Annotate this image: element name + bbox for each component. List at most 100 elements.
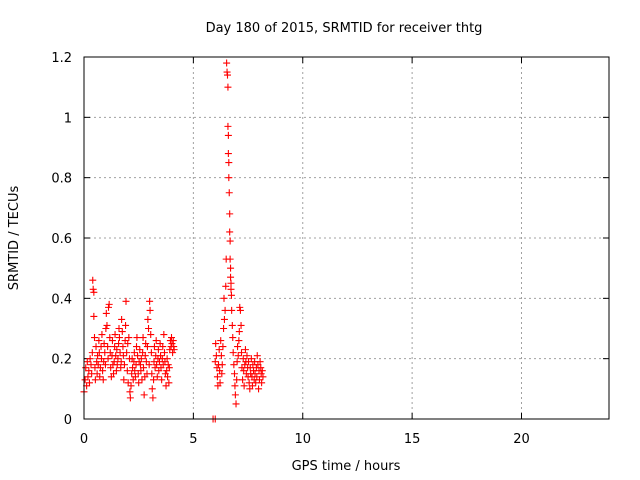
data-point (168, 334, 175, 342)
data-point (125, 334, 133, 342)
data-point (154, 346, 162, 354)
data-point (212, 340, 220, 348)
data-point (227, 285, 235, 293)
data-point (142, 340, 150, 348)
data-point (257, 370, 265, 378)
data-point (84, 373, 92, 381)
data-point (135, 379, 143, 387)
data-point (137, 355, 145, 363)
data-point (122, 297, 130, 305)
data-point (231, 391, 239, 399)
data-point (147, 349, 155, 357)
data-point (143, 343, 151, 351)
data-point (140, 364, 147, 372)
data-point (127, 382, 135, 390)
data-point (223, 59, 231, 67)
data-point (220, 325, 228, 332)
data-point (226, 210, 234, 218)
data-point (226, 237, 234, 245)
data-point (146, 297, 154, 305)
data-point (232, 400, 240, 408)
data-point (82, 364, 90, 372)
data-point (231, 382, 239, 390)
data-point (150, 343, 158, 351)
data-point (221, 306, 229, 314)
data-point (115, 325, 123, 332)
data-point (226, 255, 234, 263)
data-point (224, 150, 232, 158)
data-point (100, 340, 108, 348)
data-point (222, 282, 230, 290)
data-point (136, 361, 144, 369)
data-point (102, 325, 110, 332)
data-point (157, 352, 165, 360)
data-point (148, 370, 156, 378)
x-tick-label: 20 (513, 432, 530, 447)
data-point (113, 346, 121, 354)
data-point (115, 340, 123, 348)
data-point (91, 376, 99, 384)
tick-labels: 0 0.2 0.4 0.6 0.8 1 1.2 0 5 10 15 20 (51, 51, 529, 447)
data-point (151, 364, 159, 372)
data-point (240, 382, 248, 390)
data-point (220, 294, 228, 302)
data-point (95, 337, 103, 345)
data-point (170, 346, 178, 354)
data-point (217, 352, 225, 360)
data-point (139, 334, 147, 342)
data-point (144, 315, 152, 323)
data-point (160, 331, 168, 339)
data-point (161, 349, 168, 357)
data-point (258, 379, 266, 387)
data-point (227, 291, 235, 299)
data-points (80, 59, 267, 423)
data-point (231, 370, 238, 378)
data-point (243, 352, 251, 360)
data-point (220, 315, 228, 323)
data-point (122, 321, 130, 329)
data-point (100, 358, 108, 366)
data-point (257, 364, 265, 372)
y-tick-label: 0.6 (51, 232, 72, 247)
data-point (164, 361, 172, 369)
data-point (106, 349, 114, 357)
data-point (235, 337, 243, 345)
data-point (159, 343, 167, 351)
data-point (163, 355, 171, 363)
data-point (219, 343, 227, 351)
data-point (150, 376, 158, 384)
data-point (237, 321, 245, 329)
data-point (233, 358, 241, 366)
y-tick-label: 0.8 (51, 172, 72, 187)
data-point (165, 379, 173, 387)
data-point (229, 334, 237, 342)
data-point (217, 337, 225, 345)
y-tick-label: 0.2 (51, 353, 72, 368)
data-point (134, 352, 142, 360)
data-point (89, 285, 97, 293)
data-point (253, 352, 261, 360)
data-point (224, 83, 232, 91)
data-point (88, 349, 96, 357)
data-point (245, 379, 253, 387)
data-point (112, 367, 120, 375)
data-point (216, 379, 224, 387)
x-axis-label: GPS time / hours (292, 459, 401, 474)
data-point (228, 321, 236, 329)
data-point (153, 373, 161, 381)
data-point (224, 71, 231, 79)
y-tick-label: 1 (64, 111, 72, 126)
y-tick-label: 1.2 (51, 51, 72, 66)
data-point (85, 379, 93, 387)
data-point (147, 331, 155, 339)
data-point (248, 382, 256, 390)
data-point (119, 352, 127, 360)
data-point (225, 174, 233, 182)
data-point (105, 303, 112, 311)
data-point (123, 349, 131, 357)
plot-frame (83, 56, 610, 420)
y-tick-label: 0.4 (51, 292, 72, 307)
data-point (256, 358, 264, 366)
data-point (93, 358, 101, 366)
